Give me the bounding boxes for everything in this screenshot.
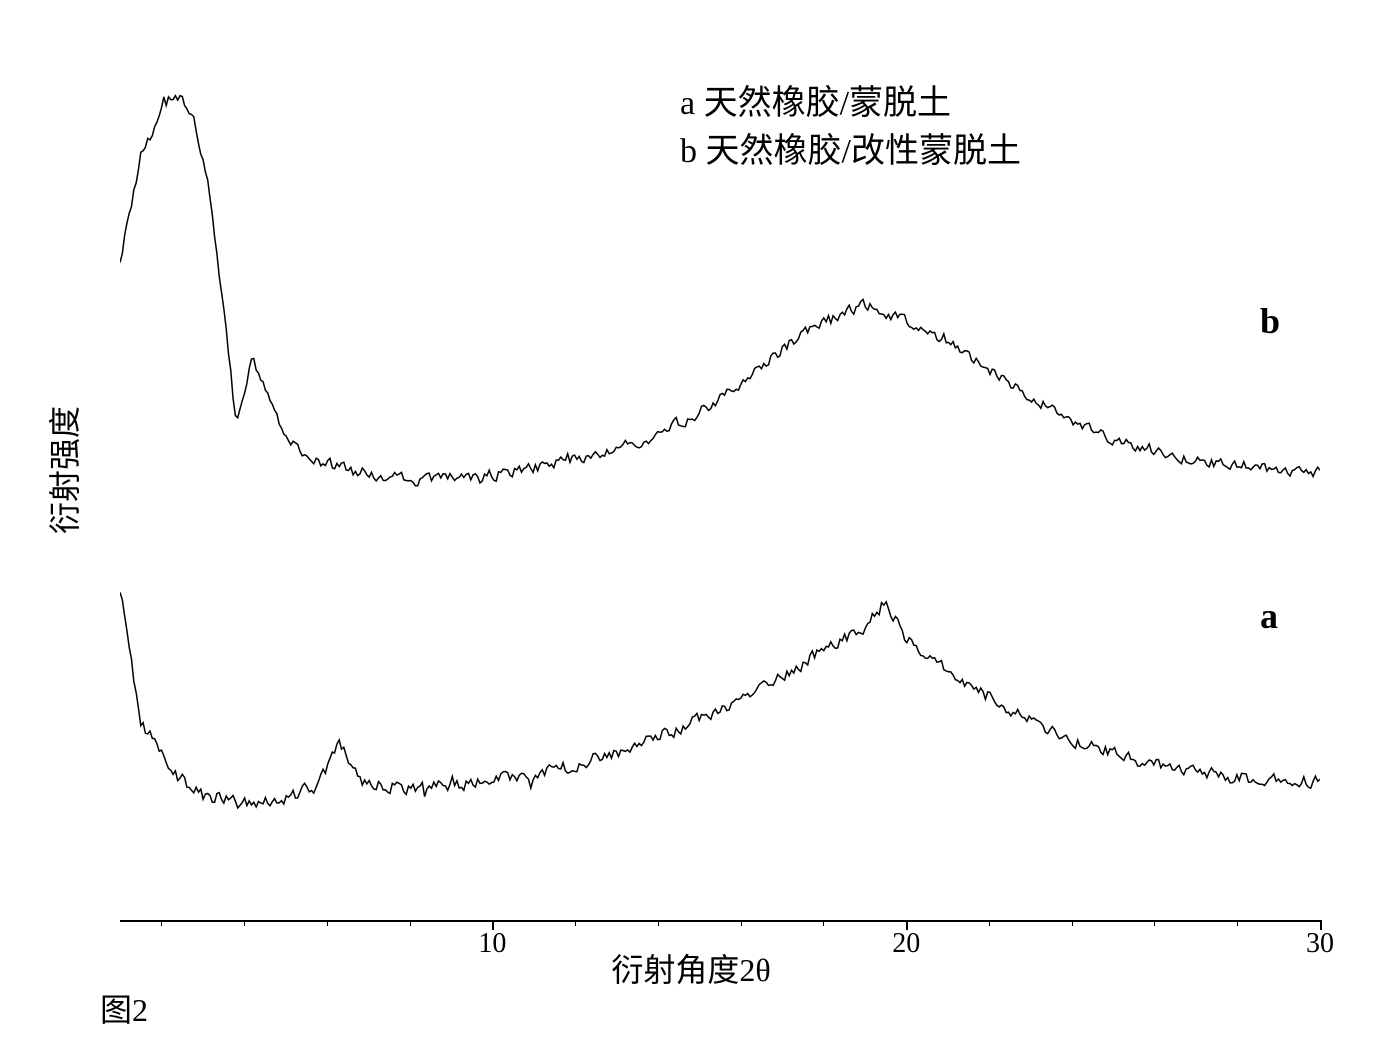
legend-item: a 天然橡胶/蒙脱土	[680, 80, 1021, 128]
x-tick-minor	[823, 920, 824, 926]
x-tick-minor	[1237, 920, 1238, 926]
figure-label: 图2	[100, 985, 148, 1031]
x-tick-minor	[658, 920, 659, 926]
legend-item: b 天然橡胶/改性蒙脱土	[680, 128, 1021, 176]
x-tick-label: 10	[478, 928, 506, 960]
x-tick-minor	[1072, 920, 1073, 926]
x-tick-label: 20	[892, 928, 920, 960]
x-tick-label: 30	[1306, 928, 1334, 960]
x-tick-minor	[1154, 920, 1155, 926]
x-tick-minor	[989, 920, 990, 926]
trace-a	[120, 592, 1320, 808]
x-axis-label: 衍射角度2θ	[611, 945, 770, 991]
x-tick-minor	[161, 920, 162, 926]
xrd-chart: 衍射强度 10 20 30 a 天然橡胶/蒙脱土b 天然橡胶/改性蒙脱土 b a 衍射…	[20, 20, 1362, 1031]
series-label-a: a	[1260, 595, 1278, 637]
legend: a 天然橡胶/蒙脱土b 天然橡胶/改性蒙脱土	[680, 80, 1021, 175]
x-tick-minor	[244, 920, 245, 926]
series-label-b: b	[1260, 300, 1280, 342]
x-tick-minor	[741, 920, 742, 926]
x-tick-minor	[327, 920, 328, 926]
x-tick-minor	[410, 920, 411, 926]
y-axis-label: 衍射强度	[40, 406, 86, 534]
x-tick-minor	[575, 920, 576, 926]
plot-area: 102030 a 天然橡胶/蒙脱土b 天然橡胶/改性蒙脱土 ba	[120, 40, 1320, 922]
